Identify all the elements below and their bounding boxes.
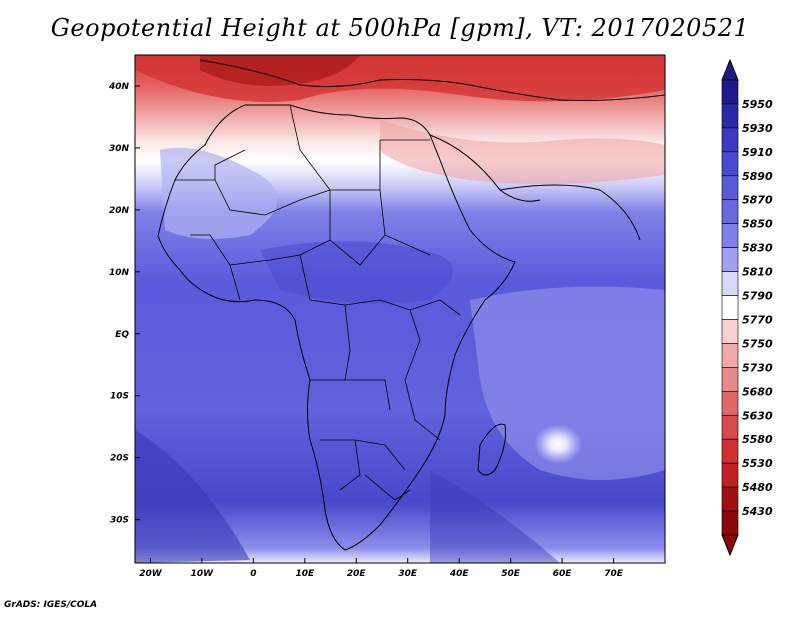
colorbar-bottom-arrow <box>721 534 739 557</box>
colorbar-label: 5680 <box>742 385 773 398</box>
x-tick-label: 0 <box>250 569 256 579</box>
colorbar-top-arrow <box>721 58 739 81</box>
x-tick-label: 60E <box>553 569 573 579</box>
x-tick-label: 20E <box>347 569 367 579</box>
colorbar-swatch <box>721 103 739 129</box>
colorbar-label: 5430 <box>742 505 773 518</box>
colorbar-swatch <box>721 367 739 392</box>
colorbar-label: 5630 <box>742 409 773 422</box>
colorbar-swatch <box>721 462 739 488</box>
country-borders <box>175 104 461 501</box>
colorbar-label: 5870 <box>742 194 773 207</box>
colorbar-swatch <box>721 199 739 224</box>
colorbar-swatch <box>721 79 739 105</box>
colorbar-swatch <box>721 223 739 248</box>
y-tick-label: 10N <box>109 268 130 278</box>
colorbar-label: 5480 <box>742 481 773 494</box>
x-tick-label: 10W <box>191 569 215 579</box>
y-tick-label: 20N <box>109 206 130 216</box>
x-axis-ticks: 20W 10W 0 10E 20E 30E 40E 50E 60E 70E <box>139 558 624 579</box>
y-tick-label: EQ <box>115 330 129 340</box>
x-tick-label: 40E <box>449 569 470 579</box>
colorbar-label: 5890 <box>742 170 773 183</box>
colorbar-swatch <box>721 319 739 344</box>
y-tick-label: 20S <box>110 454 129 464</box>
colorbar-swatch <box>721 510 739 536</box>
colorbar-swatch <box>721 343 739 368</box>
colorbar-swatch <box>721 271 739 296</box>
height-field <box>135 55 665 563</box>
plot-frame <box>134 54 666 564</box>
colorbar-swatch <box>721 175 739 201</box>
colorbar-label: 5770 <box>742 313 773 326</box>
colorbar-label: 5580 <box>742 433 773 446</box>
colorbar-swatch <box>721 391 739 416</box>
colorbar-label: 5790 <box>742 290 773 303</box>
colorbar-swatch <box>721 295 739 320</box>
y-tick-label: 30S <box>110 516 129 526</box>
colorbar-label: 5910 <box>742 146 773 159</box>
colorbar-label: 5730 <box>742 361 773 374</box>
colorbar-swatch <box>721 247 739 272</box>
coastlines <box>157 59 665 551</box>
colorbar-label: 5530 <box>742 457 773 470</box>
colorbar-label: 5930 <box>742 122 773 135</box>
x-tick-label: 10E <box>295 569 315 579</box>
x-tick-label: 70E <box>604 569 624 579</box>
y-tick-label: 40N <box>108 82 130 92</box>
y-tick-label: 10S <box>110 392 129 402</box>
colorbar-swatch <box>721 127 739 153</box>
colorbar-swatch <box>721 486 739 512</box>
colorbar-swatch <box>721 151 739 177</box>
colorbar-label: 5810 <box>742 266 773 279</box>
x-tick-label: 30E <box>398 569 418 579</box>
x-tick-label: 20W <box>139 569 163 579</box>
colorbar-swatch <box>721 414 739 440</box>
y-tick-label: 30N <box>109 144 130 154</box>
high-pressure-spot <box>534 424 582 464</box>
colorbar-label: 5950 <box>742 98 773 111</box>
colorbar-label: 5750 <box>742 337 773 350</box>
colorbar-label: 5830 <box>742 242 773 255</box>
colorbar: 5950 5930 5910 5890 5870 5850 5830 5810 5790 5770… <box>721 58 773 557</box>
footer-credit: GrADS: IGES/COLA <box>4 600 98 610</box>
colorbar-label: 5850 <box>742 218 773 231</box>
x-tick-label: 50E <box>501 569 521 579</box>
y-axis-ticks: 40N 30N 20N 10N EQ 10S 20S 30S <box>108 82 140 526</box>
colorbar-swatch <box>721 438 739 464</box>
map-title: Geopotential Height at 500hPa [gpm], VT:… <box>50 14 750 42</box>
